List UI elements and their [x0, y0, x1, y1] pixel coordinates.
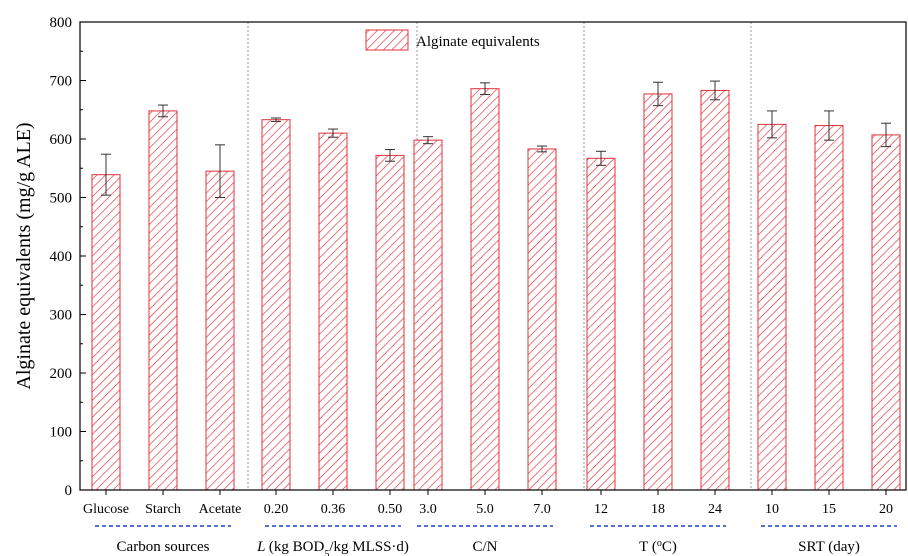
- labels-layer: Glucose Starch Acetate Carbon sources 0.20 0.…: [83, 502, 897, 556]
- category-label: 0.50: [378, 502, 403, 517]
- category-label: Glucose: [83, 502, 129, 517]
- bar: [643, 93, 673, 491]
- category-label: 0.20: [264, 502, 289, 517]
- group-label: L (kg BOD5/kg MLSS·d): [256, 539, 409, 556]
- y-tick-label: 100: [50, 425, 73, 441]
- group-label: T (oC): [639, 538, 677, 556]
- category-label: 15: [822, 502, 836, 517]
- bars-layer: [91, 80, 901, 491]
- y-tick-label: 0: [65, 483, 73, 499]
- y-tick-label: 700: [50, 74, 73, 90]
- category-label: 7.0: [533, 502, 551, 517]
- y-axis-title: Alginate equivalents (mg/g ALE): [13, 122, 35, 389]
- y-tick-label: 800: [50, 15, 73, 31]
- category-label: 18: [651, 502, 665, 517]
- y-tick-label: 200: [50, 366, 73, 382]
- bar: [205, 170, 235, 491]
- bar: [318, 132, 348, 491]
- bar: [375, 154, 405, 491]
- bar: [148, 110, 178, 491]
- y-tick-label: 300: [50, 308, 73, 324]
- bar: [413, 139, 443, 491]
- category-label: 10: [765, 502, 779, 517]
- category-label: Acetate: [199, 502, 242, 517]
- bar: [261, 119, 291, 491]
- legend-label: Alginate equivalents: [416, 34, 540, 50]
- group-label: SRT (day): [798, 539, 860, 555]
- group-label: C/N: [472, 539, 497, 555]
- axes-layer: 0 100 200 300 400 500 600 700 800: [50, 15, 907, 499]
- group-label: Carbon sources: [117, 539, 210, 555]
- category-label: 0.36: [321, 502, 346, 517]
- bar: [757, 123, 787, 491]
- bar: [871, 134, 901, 491]
- y-tick-label: 600: [50, 132, 73, 148]
- category-label: 5.0: [476, 502, 494, 517]
- bar: [814, 125, 844, 491]
- category-label: Starch: [145, 502, 181, 517]
- bar: [91, 174, 121, 491]
- category-label: 12: [594, 502, 608, 517]
- bar: [700, 89, 730, 491]
- category-label: 3.0: [419, 502, 437, 517]
- y-tick-label: 400: [50, 249, 73, 265]
- category-label: 20: [879, 502, 893, 517]
- category-label: 24: [708, 502, 722, 517]
- legend-swatch: [365, 29, 409, 51]
- y-tick-label: 500: [50, 191, 73, 207]
- bar: [470, 88, 500, 491]
- legend: Alginate equivalents: [365, 29, 540, 51]
- bar: [527, 148, 557, 491]
- bar: [586, 157, 616, 491]
